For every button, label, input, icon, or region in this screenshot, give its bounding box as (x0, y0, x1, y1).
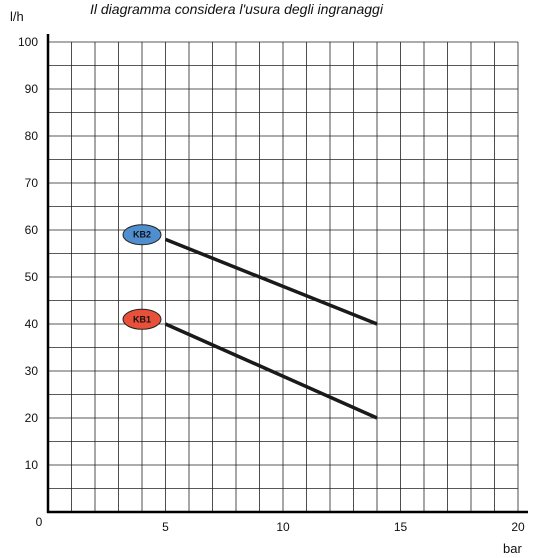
y-tick-label: 10 (25, 458, 39, 472)
x-tick-label: 15 (394, 520, 408, 534)
series-badge-label: KB1 (133, 314, 151, 324)
series-badge-label: KB2 (133, 230, 151, 240)
series-line-kb1 (164, 322, 378, 420)
y-tick-label: 60 (25, 223, 39, 237)
series-badge-kb1: KB1 (122, 308, 162, 330)
y-axis-label: l/h (10, 9, 24, 24)
y-tick-label: 20 (25, 411, 39, 425)
y-tick-label: 100 (18, 35, 38, 49)
y-tick-label: 80 (25, 129, 39, 143)
y-tick-label: 50 (25, 270, 39, 284)
series-badge-ellipse (122, 308, 162, 330)
series-lines (164, 237, 378, 420)
grid (48, 41, 519, 512)
y-tick-label: 40 (25, 317, 39, 331)
series-badge-kb2: KB2 (122, 224, 162, 246)
series-labels: KB2 KB1 (122, 224, 162, 330)
x-tick-label: 10 (276, 520, 290, 534)
x-tick-label: 5 (162, 520, 169, 534)
y-tick-label: 90 (25, 82, 39, 96)
x-tick-label: 20 (511, 520, 525, 534)
series-line-kb2 (164, 237, 378, 326)
x-axis-label: bar (503, 541, 522, 556)
y-tick-label: 30 (25, 364, 39, 378)
chart-title: Il diagramma considera l'usura degli ing… (90, 1, 384, 17)
axes (46, 34, 528, 514)
x-tick-label: 0 (36, 515, 43, 529)
tick-labels: 10 20 30 40 50 60 70 80 90 100 0 5 10 15 20 (18, 35, 525, 534)
y-tick-label: 70 (25, 176, 39, 190)
series-badge-ellipse (122, 224, 162, 246)
